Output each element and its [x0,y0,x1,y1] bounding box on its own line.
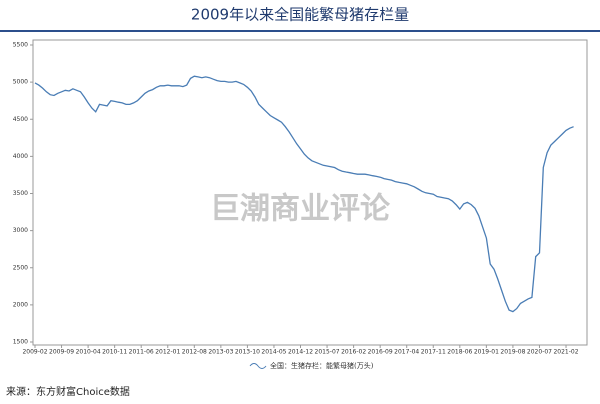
x-tick-label: 2018-06 [447,349,472,356]
x-tick-label: 2013-10 [235,349,260,356]
x-tick-label: 2010-04 [76,349,101,356]
x-tick-label: 2012-08 [182,349,207,356]
x-tick-label: 2019-08 [500,349,525,356]
x-tick-label: 2014-12 [288,349,313,356]
x-tick-label: 2021-02 [553,349,578,356]
x-tick-label: 2013-03 [208,349,233,356]
x-tick-label: 2015-07 [315,349,340,356]
y-tick-label: 3000 [13,227,28,234]
legend-label: 全国：生猪存栏：能繁母猪(万头) [270,361,374,370]
x-tick-label: 2010-11 [102,349,127,356]
x-tick-label: 2009-02 [22,349,47,356]
line [34,75,574,313]
y-tick-label: 5500 [13,42,28,49]
x-tick-label: 2017-04 [394,349,419,356]
x-tick-label: 2017-11 [421,349,446,356]
y-tick-label: 3500 [13,190,28,197]
x-tick-label: 2009-09 [49,349,74,356]
x-tick-label: 2016-02 [341,349,366,356]
x-tick-label: 2016-09 [368,349,393,356]
x-tick-label: 2014-05 [261,349,286,356]
y-tick-label: 1500 [13,339,28,346]
y-tick-label: 4000 [13,153,28,160]
y-tick-label: 2500 [13,264,28,271]
chart-title: 2009年以来全国能繁母猪存栏量 [191,6,409,24]
x-tick-label: 2012-01 [155,349,180,356]
x-tick-label: 2020-07 [527,349,552,356]
plot-frame [32,39,588,346]
legend-swatch [249,363,267,369]
y-tick-label: 2000 [13,301,28,308]
watermark: 巨潮商业评论 [210,192,391,227]
y-tick-label: 4500 [13,116,28,123]
x-tick-label: 2011-06 [129,349,154,356]
x-tick-label: 2019-01 [474,349,499,356]
y-tick-label: 5000 [13,79,28,86]
source: 来源：东方财富Choice数据 [6,385,130,398]
